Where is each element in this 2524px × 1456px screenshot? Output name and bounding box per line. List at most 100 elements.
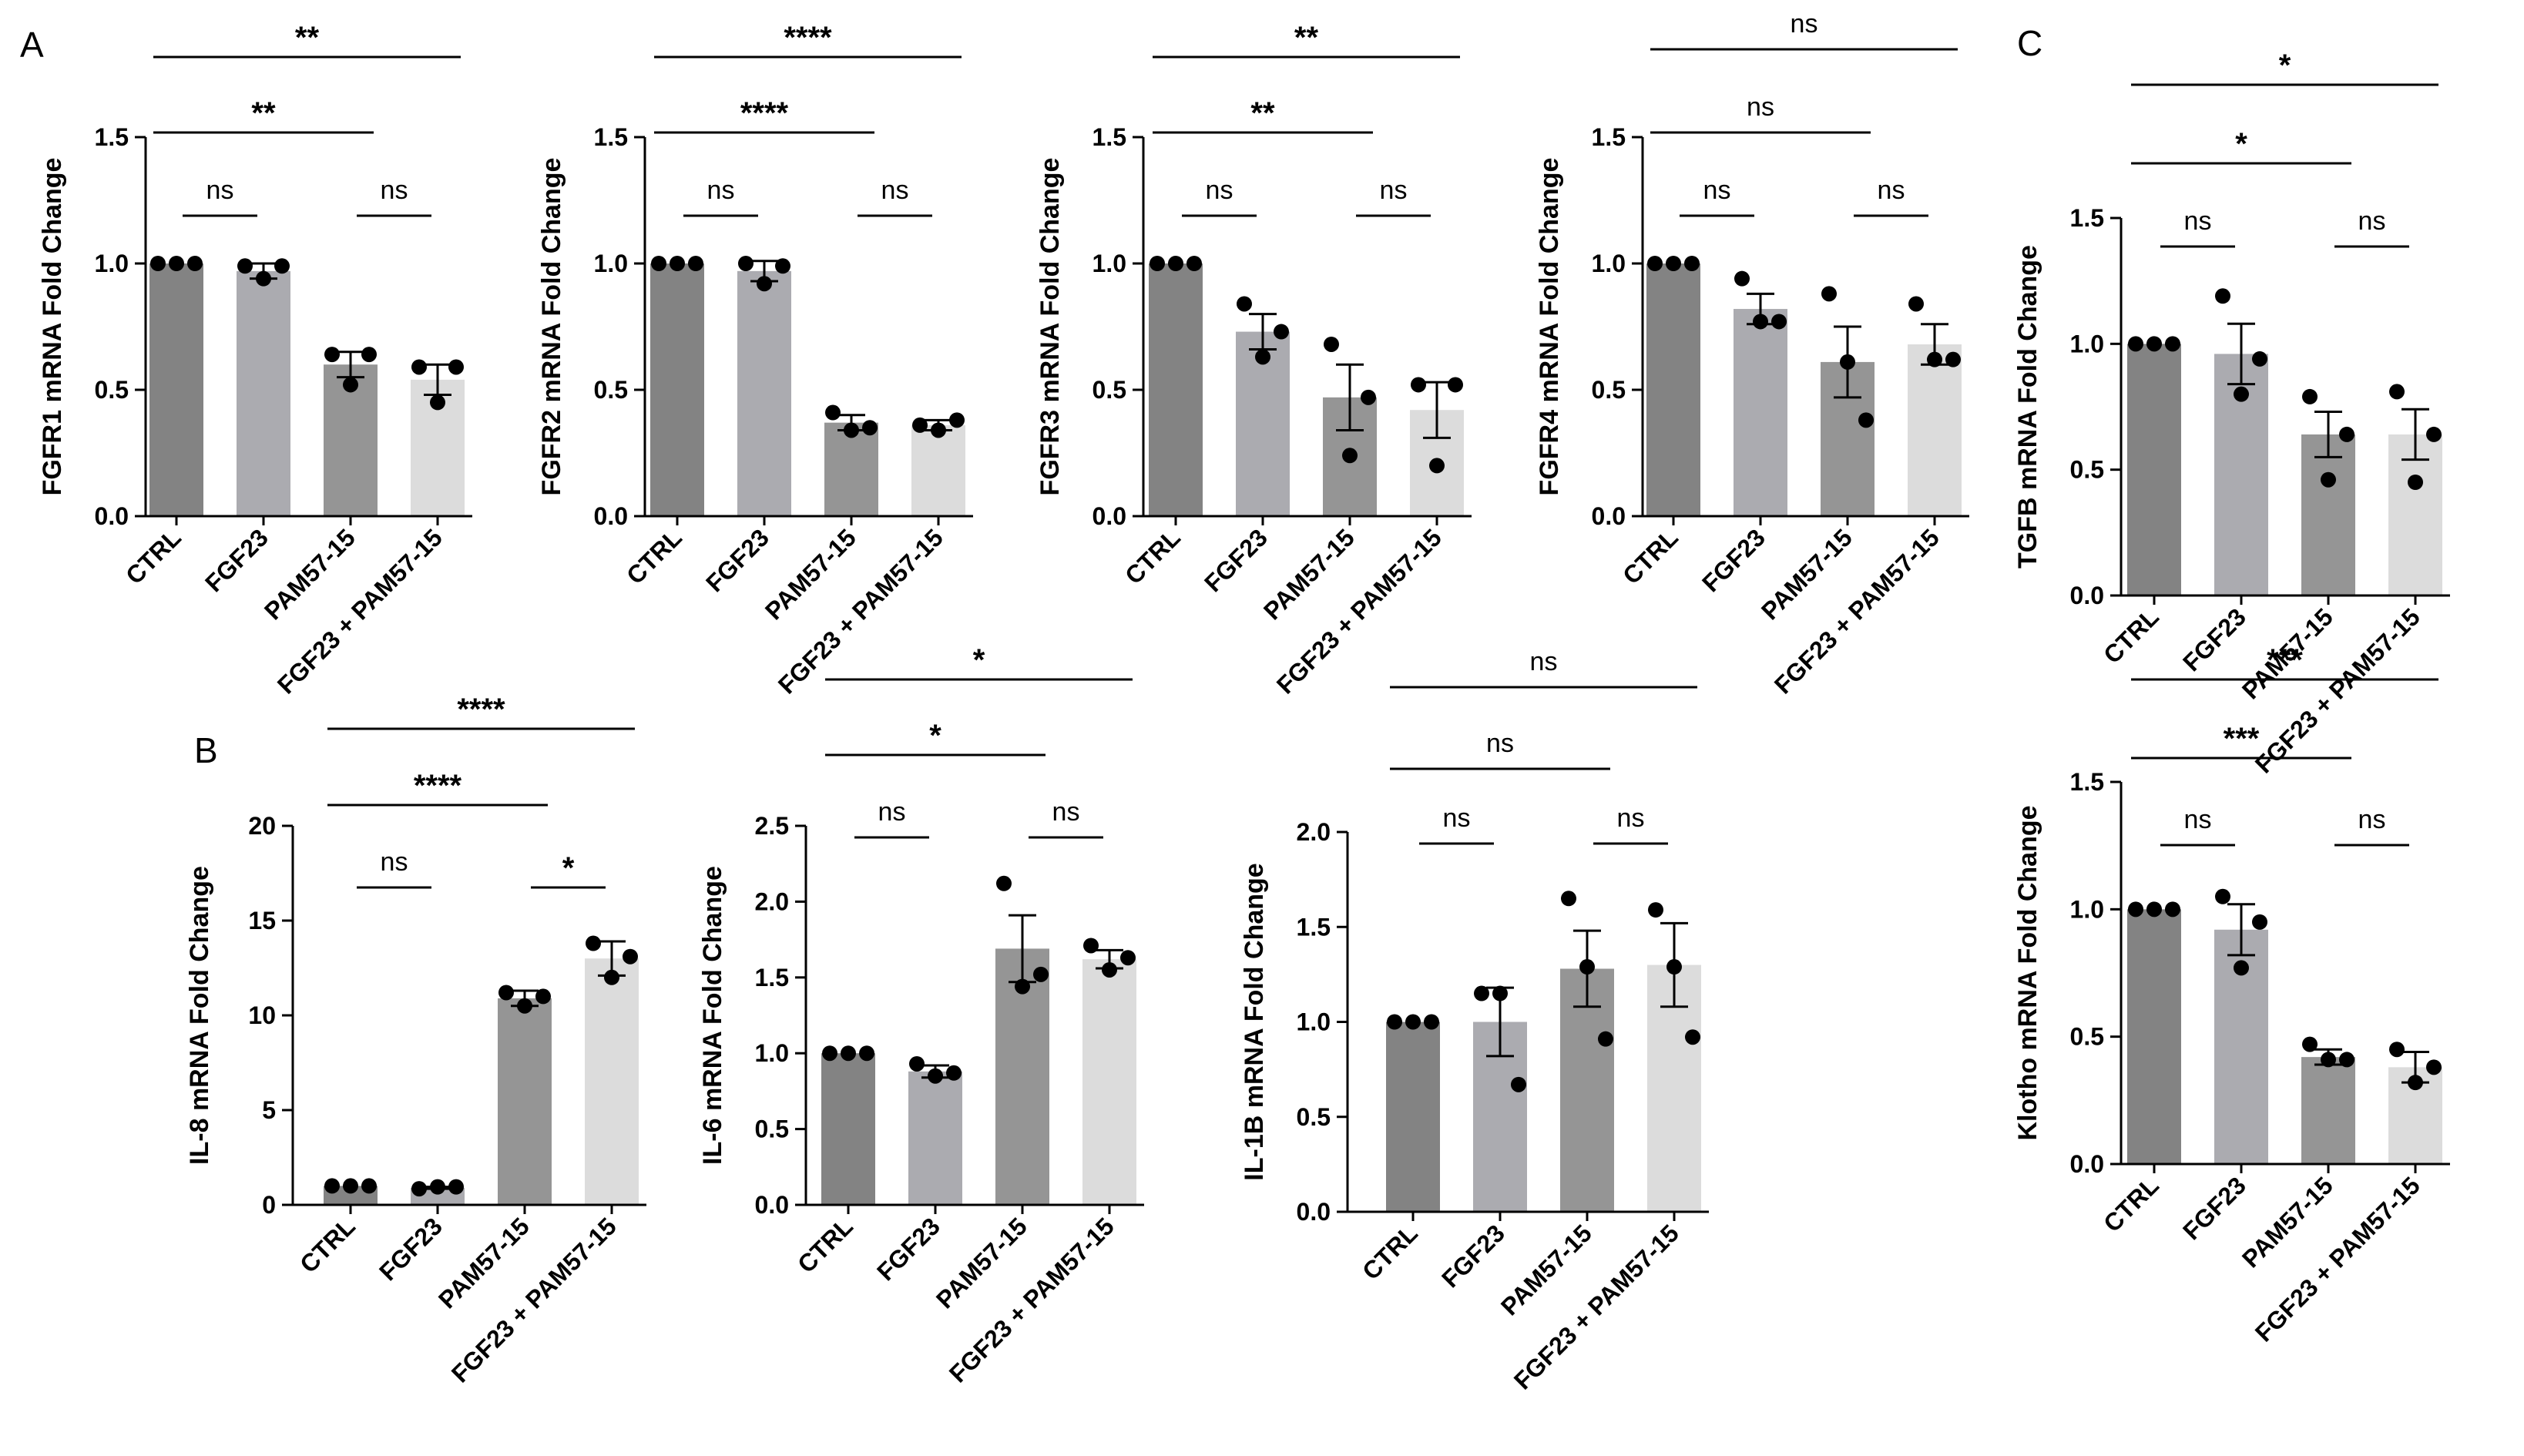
data-point-il6-3-2 [1120,950,1136,966]
y-tick-label-il8-1: 5 [262,1096,276,1124]
data-point-fgfr2-1-0 [738,256,754,271]
bar-fgfr4-1 [1734,309,1787,516]
data-point-fgfr2-2-1 [844,422,859,438]
data-point-klotho-3-0 [2389,1042,2405,1058]
significance-label-fgfr2-3: ns [881,176,909,205]
significance-label-fgfr4-2: ns [1703,176,1731,205]
y-tick-label-klotho-0: 0.0 [2070,1150,2104,1178]
category-label-tgfb-0: CTRL [2098,602,2164,669]
data-point-tgfb-2-0 [2302,388,2318,404]
y-tick-label-il6-1: 0.5 [755,1115,789,1143]
y-tick-label-fgfr4-0: 0.0 [1592,502,1626,530]
data-point-il1b-2-0 [1561,891,1576,907]
y-tick-label-tgfb-1: 0.5 [2070,456,2104,484]
data-point-il1b-0-0 [1387,1014,1402,1030]
data-point-il8-2-1 [517,998,532,1014]
y-tick-label-il6-0: 0.0 [755,1191,789,1219]
data-point-il1b-3-0 [1648,902,1663,918]
data-point-fgfr4-2-1 [1840,354,1855,370]
data-point-fgfr4-1-2 [1771,314,1787,330]
data-point-il6-3-1 [1102,961,1117,978]
bar-fgfr2-0 [650,263,704,516]
y-tick-label-fgfr2-0: 0.0 [594,502,628,530]
category-label-il8-0: CTRL [294,1212,361,1278]
data-point-il6-1-2 [946,1065,962,1081]
category-label-fgfr1-3: FGF23 + PAM57-15 [272,523,448,699]
data-point-il1b-0-1 [1405,1014,1421,1030]
panel-label-a: A [20,25,44,65]
y-tick-label-il1b-4: 2.0 [1297,818,1331,846]
bar-klotho-0 [2127,909,2181,1164]
data-point-il1b-1-0 [1474,985,1489,1001]
data-point-il6-2-1 [1015,978,1030,995]
data-point-fgfr2-3-2 [949,412,965,428]
y-tick-label-fgfr1-3: 1.5 [95,123,129,151]
y-tick-label-fgfr4-2: 1.0 [1592,250,1626,277]
data-point-fgfr4-3-1 [1927,351,1942,367]
category-label-fgfr2-3: FGF23 + PAM57-15 [773,523,948,699]
data-point-tgfb-0-1 [2146,336,2162,352]
category-label-il1b-3: FGF23 + PAM57-15 [1509,1219,1684,1394]
category-label-fgfr1-1: FGF23 [200,523,274,597]
data-point-fgfr4-0-2 [1684,256,1700,271]
data-point-fgfr3-3-1 [1429,458,1445,474]
data-point-fgfr4-3-0 [1908,296,1924,312]
category-label-klotho-1: FGF23 [2177,1171,2251,1245]
significance-label-il1b-2: ns [1443,803,1471,833]
category-label-tgfb-3: FGF23 + PAM57-15 [2250,602,2425,778]
data-point-klotho-0-2 [2165,901,2180,918]
significance-label-tgfb-2: ns [2184,206,2212,236]
data-point-il8-0-0 [324,1178,340,1194]
data-point-fgfr2-2-0 [825,404,841,421]
significance-label-il6-3: ns [1052,797,1080,827]
y-tick-label-fgfr1-1: 0.5 [95,376,129,404]
y-axis-title-fgfr2: FGFR2 mRNA Fold Change [537,158,566,496]
y-tick-label-il6-4: 2.0 [755,887,789,915]
data-point-tgfb-1-0 [2215,288,2230,304]
data-point-il8-1-2 [448,1179,464,1195]
data-point-il8-1-1 [430,1179,445,1195]
significance-label-tgfb-3: ns [2358,206,2386,236]
y-axis-title-fgfr4: FGFR4 mRNA Fold Change [1535,158,1564,496]
category-label-klotho-3: FGF23 + PAM57-15 [2250,1171,2425,1347]
data-point-fgfr1-3-1 [430,394,445,411]
data-point-tgfb-3-1 [2408,475,2423,490]
data-point-klotho-1-1 [2234,960,2249,976]
y-tick-label-il8-2: 10 [248,1001,276,1029]
data-point-fgfr3-3-2 [1448,377,1463,393]
data-point-fgfr1-0-0 [150,256,166,271]
significance-label-il1b-1: ns [1486,729,1514,758]
y-axis-title-klotho: Klotho mRNA Fold Change [2013,805,2042,1140]
significance-label-fgfr1-3: ns [381,176,408,205]
bar-fgfr3-0 [1149,263,1203,516]
category-label-fgfr2-1: FGF23 [700,523,774,597]
data-point-fgfr1-1-2 [274,258,290,274]
y-tick-label-klotho-3: 1.5 [2070,768,2104,796]
y-axis-title-il6: IL-6 mRNA Fold Change [698,866,727,1165]
significance-label-fgfr1-1: ** [251,96,276,130]
significance-label-il8-2: ns [381,847,408,877]
category-label-fgfr2-0: CTRL [621,523,687,589]
y-tick-label-fgfr3-3: 1.5 [1093,123,1126,151]
data-point-fgfr1-2-0 [324,347,340,363]
data-point-il8-2-2 [535,988,551,1005]
bar-il6-3 [1082,959,1136,1205]
category-label-il6-3: FGF23 + PAM57-15 [944,1212,1119,1387]
data-point-fgfr1-2-2 [361,347,377,363]
category-label-fgfr4-0: CTRL [1617,523,1683,589]
data-point-fgfr4-3-2 [1945,351,1961,367]
data-point-il1b-2-2 [1598,1031,1613,1047]
y-tick-label-tgfb-0: 0.0 [2070,582,2104,609]
bar-fgfr2-1 [737,270,791,516]
data-point-klotho-1-0 [2215,888,2230,904]
y-tick-label-klotho-2: 1.0 [2070,895,2104,923]
data-point-tgfb-1-2 [2252,351,2267,367]
data-point-il1b-2-1 [1579,959,1595,975]
data-point-il6-1-0 [909,1055,925,1072]
significance-label-klotho-1: *** [2224,722,2260,756]
